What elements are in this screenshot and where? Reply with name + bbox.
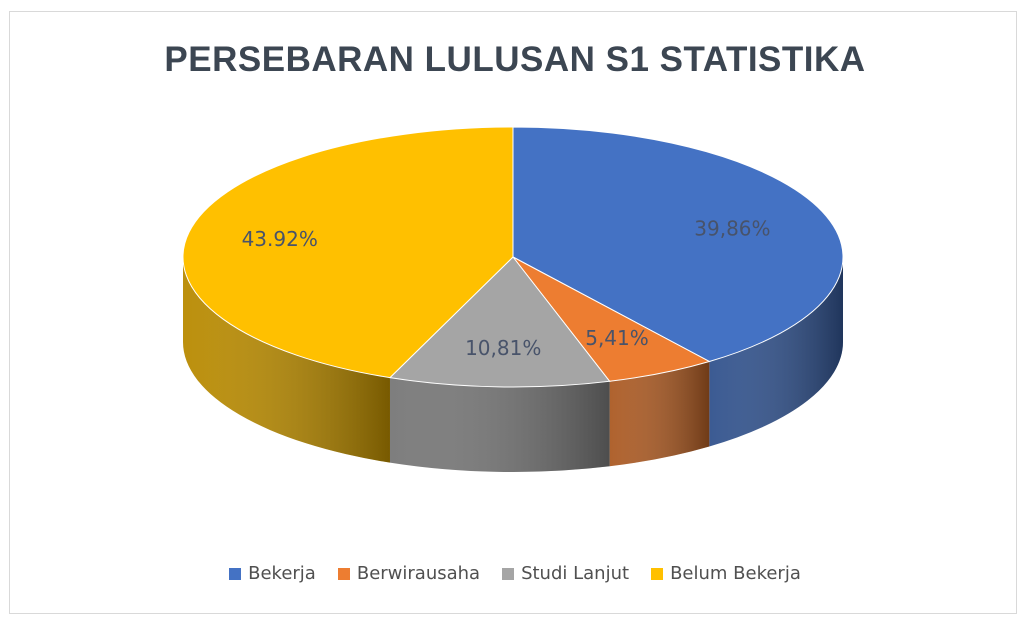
pie-tops <box>182 126 844 388</box>
legend-swatch <box>337 567 350 580</box>
legend-item-berwirausaha: Berwirausaha <box>337 563 481 584</box>
pie-slice-studi-lanjut <box>388 256 611 388</box>
legend-label: Berwirausaha <box>356 563 481 584</box>
legend-swatch <box>229 567 242 580</box>
legend-item-bekerja: Bekerja <box>229 563 316 584</box>
legend-label: Studi Lanjut <box>521 563 630 584</box>
data-label-bekerja: 39,86% <box>694 217 770 241</box>
pie-side-shading <box>389 377 610 472</box>
pie-side-shading <box>709 257 843 447</box>
data-label-studi-lanjut: 10,81% <box>465 336 541 360</box>
pie-side-shading <box>609 361 710 467</box>
pie-slice-belum-bekerja <box>182 126 514 379</box>
legend-swatch <box>651 567 664 580</box>
data-label-belum-bekerja: 43.92% <box>242 227 318 251</box>
pie-sides <box>182 257 843 472</box>
legend-label: Bekerja <box>248 563 316 584</box>
legend: Bekerja Berwirausaha Studi Lanjut Belum … <box>0 563 1030 584</box>
legend-item-studi-lanjut: Studi Lanjut <box>502 563 629 584</box>
chart-title: PERSEBARAN LULUSAN S1 STATISTIKA <box>164 40 866 79</box>
pie-labels: 39,86% 5,41% 10,81% 43.92% <box>242 217 771 360</box>
legend-label: Belum Bekerja <box>670 563 801 584</box>
legend-item-belum-bekerja: Belum Bekerja <box>651 563 801 584</box>
pie-side-shading <box>182 257 390 463</box>
legend-swatch <box>502 567 515 580</box>
data-label-berwirausaha: 5,41% <box>585 326 649 350</box>
pie-slice-bekerja <box>512 126 844 363</box>
